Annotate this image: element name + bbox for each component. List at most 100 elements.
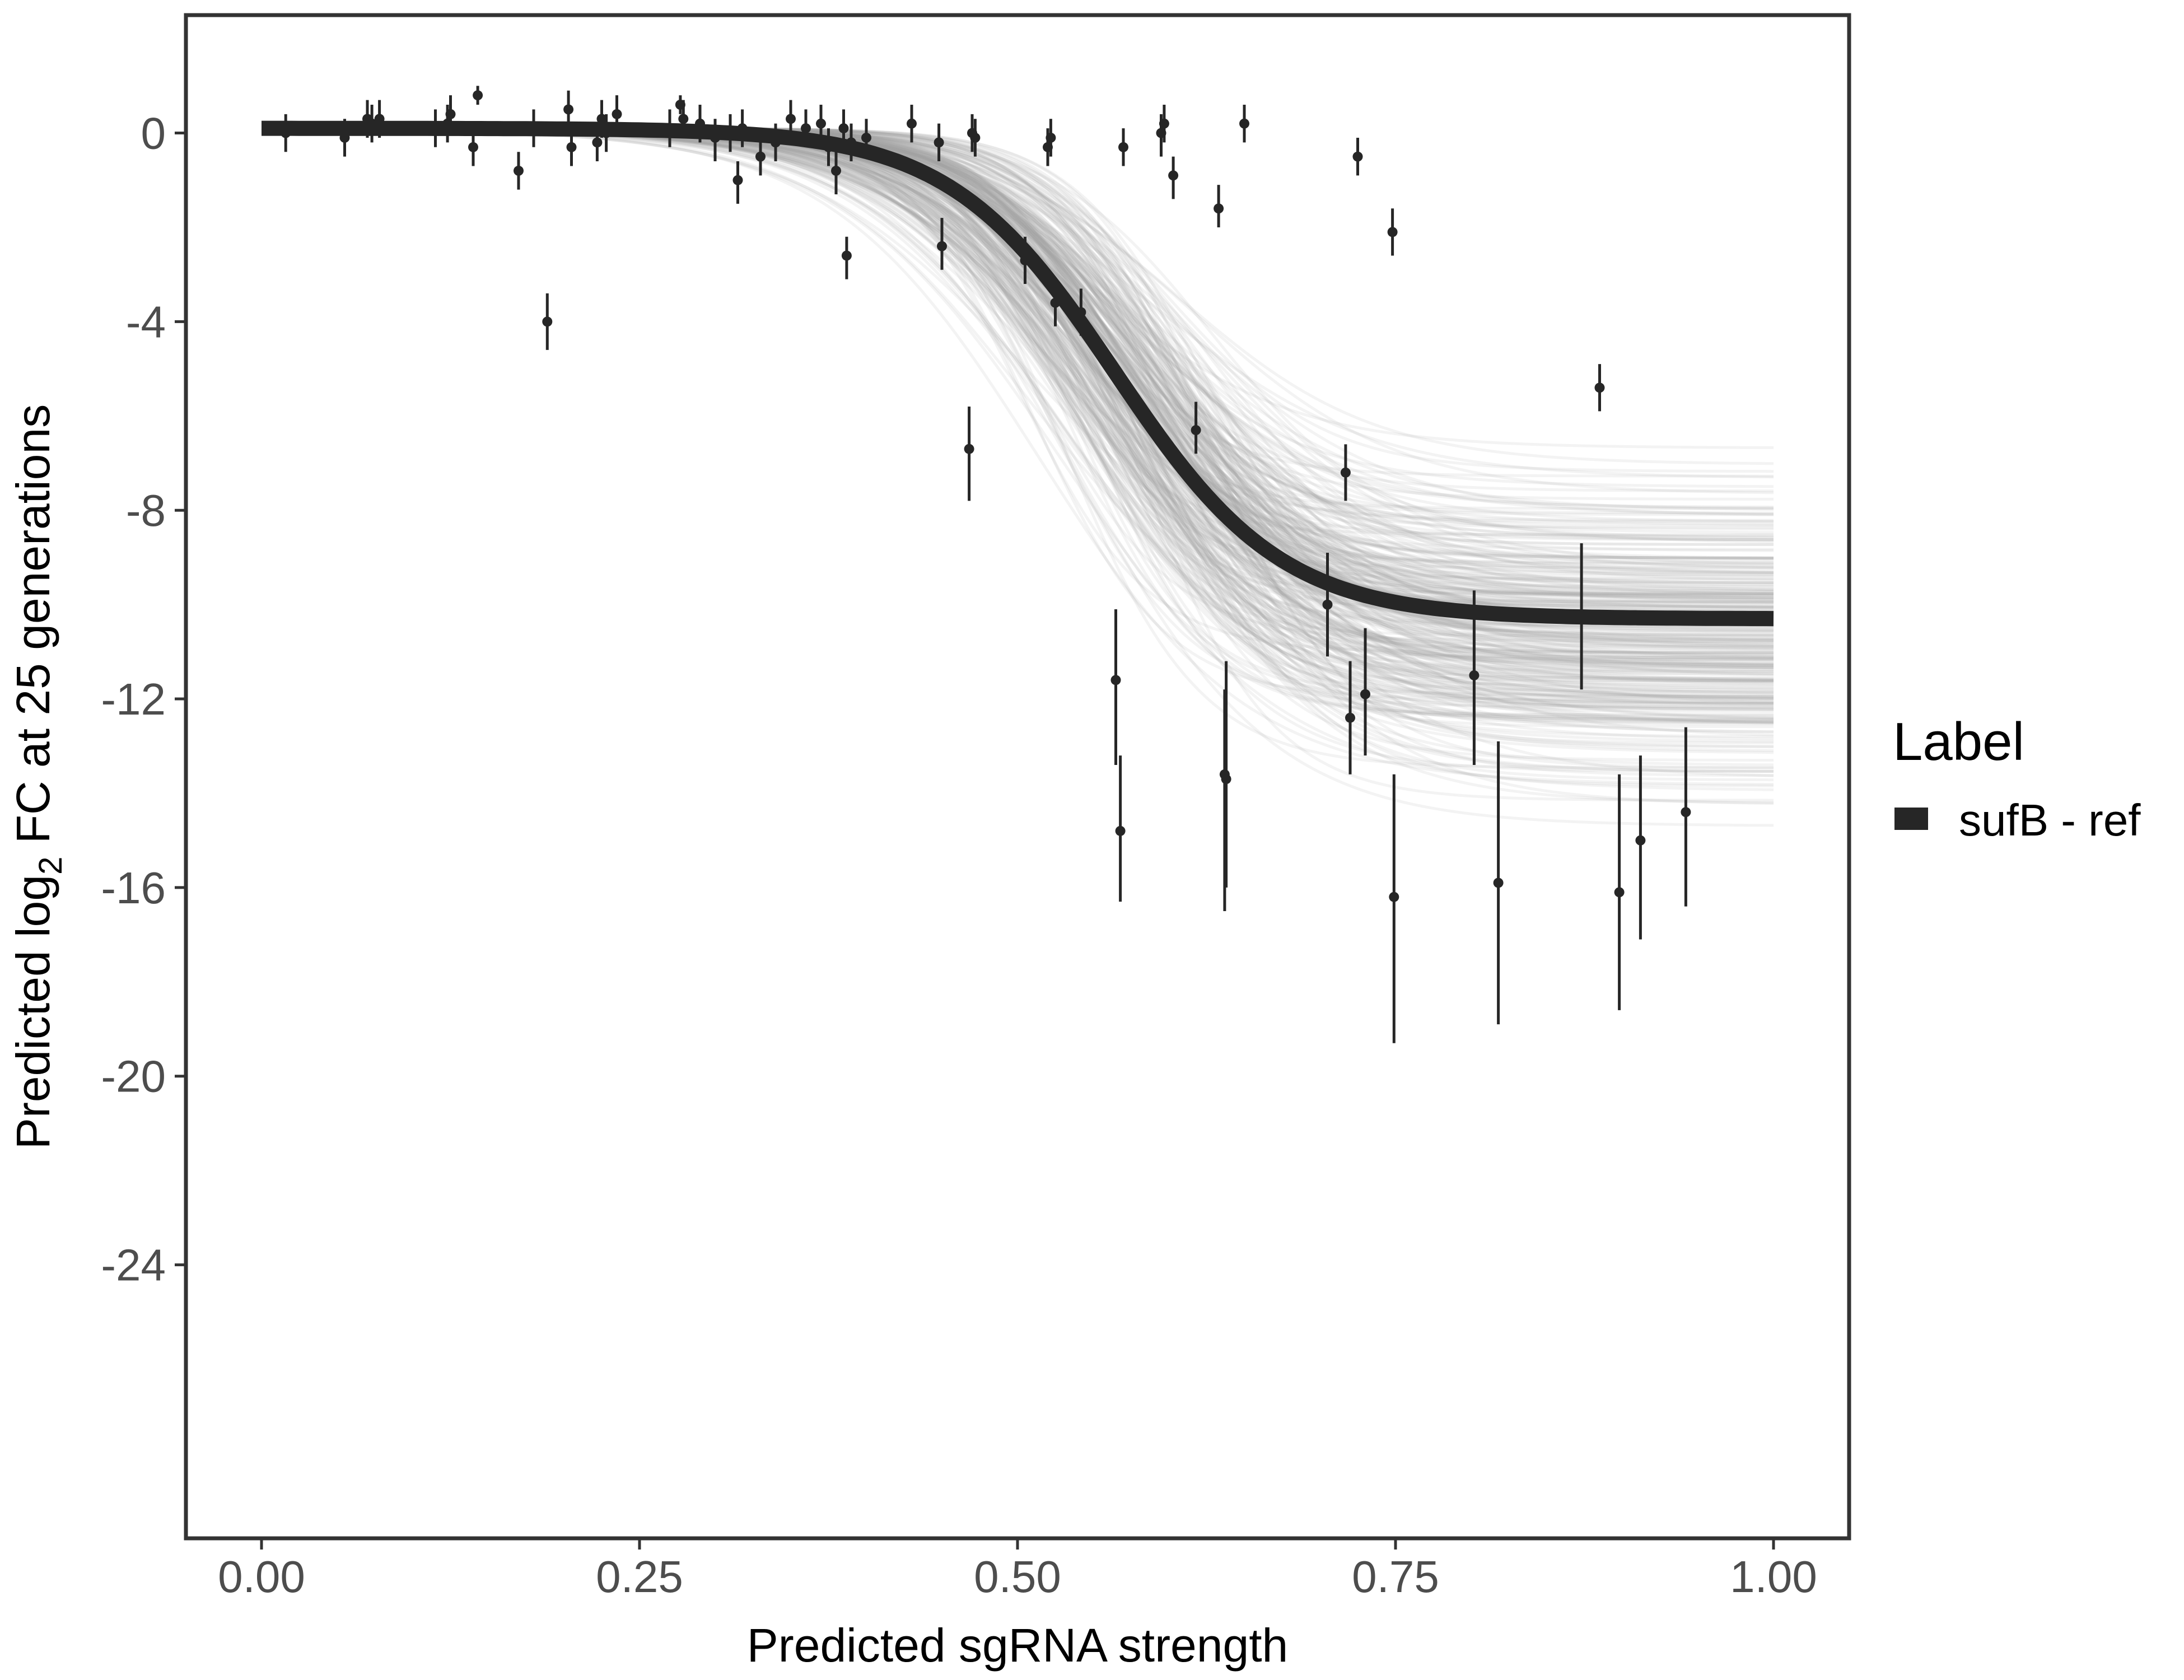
y-tick-label: -4 [126, 297, 166, 347]
y-axis-title-suffix: FC at 25 generations [7, 404, 59, 857]
point-marker [1493, 878, 1504, 888]
point-marker [1360, 689, 1370, 699]
point-marker [937, 241, 947, 251]
x-axis-title: Predicted sgRNA strength [747, 1619, 1289, 1672]
point-marker [542, 316, 553, 327]
point-marker [1389, 892, 1399, 902]
data-point [755, 137, 766, 176]
point-marker [678, 114, 689, 124]
point-marker [755, 151, 766, 162]
point-marker [934, 137, 944, 148]
y-tick-label: -20 [101, 1052, 166, 1102]
data-point [1360, 628, 1370, 756]
y-tick-label: -16 [101, 863, 166, 913]
y-tick-label: 0 [141, 109, 166, 158]
point-marker [473, 90, 483, 101]
point-marker [1214, 203, 1224, 214]
point-marker [1046, 132, 1056, 143]
data-point [732, 161, 743, 204]
point-marker [964, 444, 974, 454]
point-marker [1115, 825, 1126, 836]
point-marker [970, 132, 981, 143]
x-axis: 0.00 0.25 0.50 0.75 1.00 [218, 1540, 1817, 1602]
point-marker [1387, 227, 1398, 237]
point-marker [1191, 425, 1201, 436]
data-point [1340, 444, 1351, 501]
point-marker [861, 132, 871, 143]
x-tick-label: 1.00 [1730, 1552, 1817, 1602]
legend-title: Label [1893, 712, 2024, 772]
plot-border [184, 13, 1851, 1541]
y-axis-title-prefix: Predicted log [7, 875, 59, 1149]
point-marker [563, 104, 574, 115]
data-point [1389, 774, 1399, 1043]
point-marker [1322, 599, 1333, 610]
data-point [1239, 105, 1249, 143]
point-marker [841, 250, 852, 261]
legend-label-sufb-ref: sufB - ref [1959, 795, 2141, 845]
y-axis-title-subscript: 2 [32, 857, 69, 875]
data-point [1214, 185, 1224, 227]
point-marker [1681, 807, 1691, 818]
point-marker [816, 118, 826, 129]
fit-curve-layer [262, 120, 1774, 627]
point-marker [468, 142, 478, 152]
legend-key-sufb-ref [1894, 808, 1928, 830]
plot-panel [186, 15, 1849, 1538]
data-point [1352, 137, 1363, 176]
data-point [1046, 119, 1056, 157]
data-point [907, 105, 917, 143]
data-point [1387, 208, 1398, 256]
point-marker [732, 175, 743, 185]
y-axis-title: Predicted log2 FC at 25 generations [7, 404, 69, 1149]
point-marker [1118, 142, 1128, 152]
data-point [841, 236, 852, 279]
point-marker [514, 165, 524, 176]
point-marker [1594, 382, 1605, 393]
point-marker [596, 114, 607, 124]
point-marker [1345, 712, 1355, 723]
point-marker [612, 109, 622, 119]
point-marker [1239, 118, 1249, 129]
point-marker [592, 137, 603, 148]
data-point [1110, 609, 1121, 765]
x-tick-label: 0.50 [974, 1552, 1061, 1602]
data-point [1191, 402, 1201, 454]
data-point [1322, 553, 1333, 657]
point-marker [445, 109, 456, 119]
point-marker [907, 118, 917, 129]
y-axis: 0 -4 -8 -12 -16 -20 -24 [101, 109, 184, 1290]
point-marker [1469, 670, 1480, 680]
data-point [831, 152, 841, 194]
point-marker [838, 123, 849, 134]
data-point [1594, 364, 1605, 412]
data-point [514, 152, 524, 190]
data-point [934, 123, 944, 162]
data-point [1168, 156, 1179, 199]
y-tick-label: -24 [101, 1240, 166, 1290]
data-point [1635, 755, 1646, 940]
x-tick-label: 0.75 [1352, 1552, 1439, 1602]
data-point [1115, 755, 1126, 902]
point-marker [1221, 774, 1231, 785]
y-tick-label: -12 [101, 674, 166, 724]
data-point [1614, 774, 1625, 1010]
data-point [970, 119, 981, 157]
data-point [1681, 727, 1691, 907]
point-marker [801, 123, 811, 134]
y-tick-label: -8 [126, 486, 166, 535]
fit-curve [262, 120, 1774, 627]
point-marker [1168, 170, 1179, 181]
data-point [1221, 661, 1231, 888]
point-marker [786, 114, 796, 124]
data-point [542, 293, 553, 350]
point-marker [831, 165, 841, 176]
x-tick-label: 0.00 [218, 1552, 305, 1602]
data-point [473, 86, 483, 105]
data-point [1118, 128, 1128, 166]
legend: Label sufB - ref [1893, 712, 2141, 845]
point-marker [1340, 467, 1351, 478]
point-marker [1614, 887, 1625, 898]
point-marker [566, 142, 577, 152]
